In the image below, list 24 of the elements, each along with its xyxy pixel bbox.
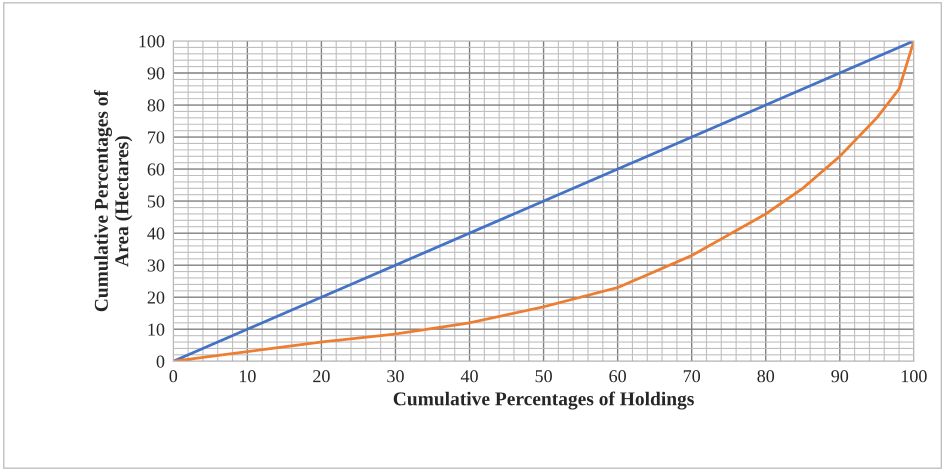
y-tick-label: 80 — [148, 99, 164, 112]
x-tick-label: 50 — [536, 370, 552, 382]
x-tick-label: 40 — [460, 370, 478, 382]
y-tick-label: 30 — [148, 259, 164, 272]
x-tick-label: 20 — [313, 370, 330, 382]
x-tick-label: 80 — [757, 370, 774, 382]
y-tick-label: 90 — [147, 67, 164, 80]
y-tick-label: 20 — [148, 291, 164, 304]
y-tick-label: 40 — [147, 227, 164, 240]
x-tick-label: 10 — [240, 370, 256, 382]
y-tick-label: 0 — [156, 356, 164, 368]
x-tick-label: 30 — [387, 370, 404, 382]
y-tick-label: 100 — [139, 35, 164, 48]
y-tick-label: 70 — [148, 131, 164, 144]
y-axis-title: Cumulative Percentages of Area (Hectares) — [94, 90, 132, 312]
x-tick-label: 100 — [902, 370, 927, 382]
x-tick-label: 60 — [609, 370, 626, 382]
y-tick-label: 10 — [148, 323, 164, 336]
x-axis-title: Cumulative Percentages of Holdings — [394, 392, 694, 410]
y-tick-label: 60 — [148, 163, 164, 176]
x-tick-label: 90 — [831, 370, 848, 382]
y-tick-label: 50 — [148, 195, 164, 208]
x-tick-label: 0 — [169, 370, 178, 382]
x-tick-label: 70 — [684, 370, 700, 382]
